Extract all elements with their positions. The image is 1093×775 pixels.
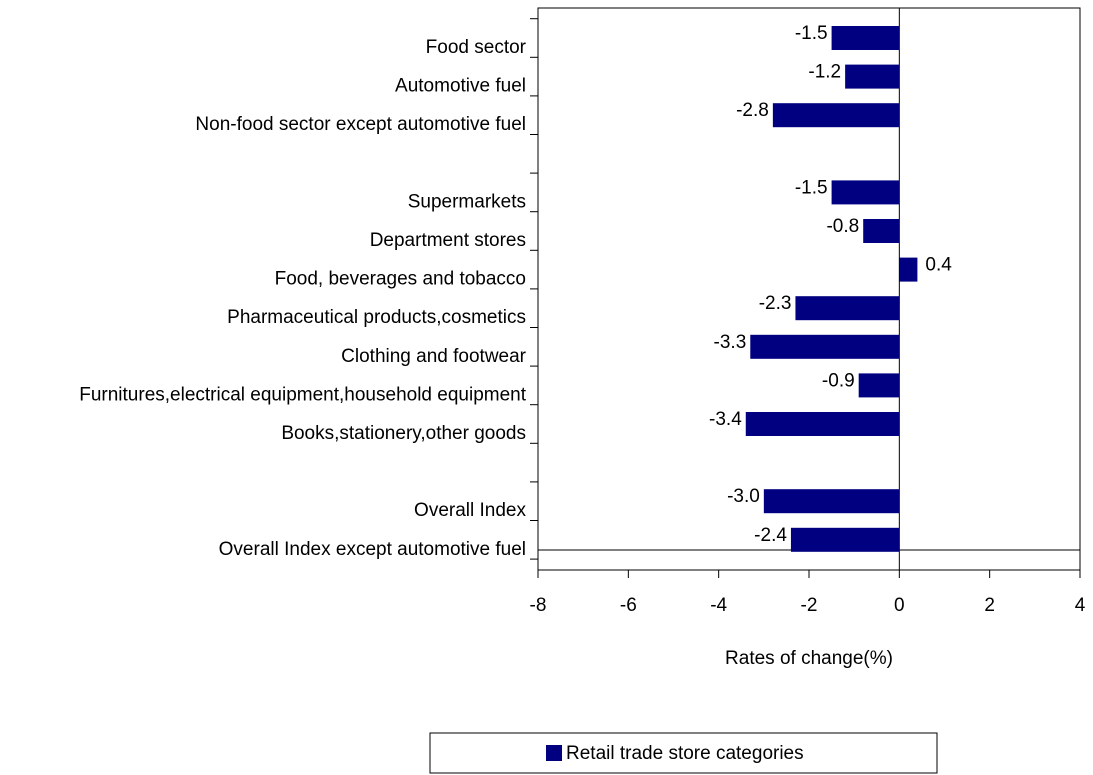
value-label: 0.4 bbox=[925, 255, 952, 276]
legend-label: Retail trade store categories bbox=[566, 743, 804, 764]
x-tick-label: 0 bbox=[894, 595, 905, 616]
bar bbox=[790, 527, 900, 552]
bar bbox=[858, 373, 900, 398]
bar bbox=[750, 334, 900, 359]
value-label: -3.4 bbox=[709, 409, 742, 430]
x-tick-label: -6 bbox=[620, 595, 637, 616]
bar bbox=[863, 219, 900, 243]
y-tick-label: Clothing and footwear bbox=[341, 346, 527, 367]
x-tick-label: 2 bbox=[984, 595, 995, 616]
value-label: -3.3 bbox=[714, 332, 747, 353]
y-tick-label: Non-food sector except automotive fuel bbox=[195, 114, 526, 135]
y-tick-label: Pharmaceutical products,cosmetics bbox=[227, 307, 526, 328]
value-label: -0.9 bbox=[822, 370, 855, 391]
plot-frame bbox=[537, 7, 1081, 571]
value-label: -2.3 bbox=[759, 293, 792, 314]
legend bbox=[429, 732, 938, 774]
legend-swatch bbox=[546, 745, 562, 761]
bar bbox=[845, 64, 900, 89]
x-axis-title: Rates of change(%) bbox=[725, 648, 893, 669]
bar bbox=[899, 257, 918, 282]
bar bbox=[795, 296, 900, 321]
x-tick-label: -4 bbox=[710, 595, 727, 616]
y-tick-label: Food sector bbox=[426, 37, 527, 58]
bar bbox=[745, 412, 900, 436]
y-tick-label: Overall Index bbox=[414, 500, 526, 521]
value-label: -2.8 bbox=[736, 100, 769, 121]
x-tick-label: -8 bbox=[530, 595, 547, 616]
value-label: -1.5 bbox=[795, 23, 828, 44]
y-tick-label: Overall Index except automotive fuel bbox=[219, 539, 526, 560]
y-tick-label: Department stores bbox=[370, 230, 526, 251]
bar bbox=[763, 489, 900, 514]
x-tick-label: 4 bbox=[1075, 595, 1086, 616]
value-label: -1.5 bbox=[795, 177, 828, 198]
value-label: -0.8 bbox=[826, 216, 859, 237]
y-tick-label: Automotive fuel bbox=[395, 76, 526, 97]
y-tick-label: Supermarkets bbox=[408, 191, 526, 212]
y-tick-label: Furnitures,electrical equipment,househol… bbox=[79, 384, 526, 405]
bar bbox=[831, 180, 900, 205]
bar bbox=[831, 26, 900, 50]
value-label: -3.0 bbox=[727, 486, 760, 507]
x-tick-label: -2 bbox=[801, 595, 818, 616]
y-tick-label: Food, beverages and tobacco bbox=[275, 269, 526, 290]
value-label: -2.4 bbox=[754, 525, 787, 546]
value-label: -1.2 bbox=[808, 62, 841, 83]
bar bbox=[772, 103, 900, 128]
y-tick-label: Books,stationery,other goods bbox=[281, 423, 526, 444]
